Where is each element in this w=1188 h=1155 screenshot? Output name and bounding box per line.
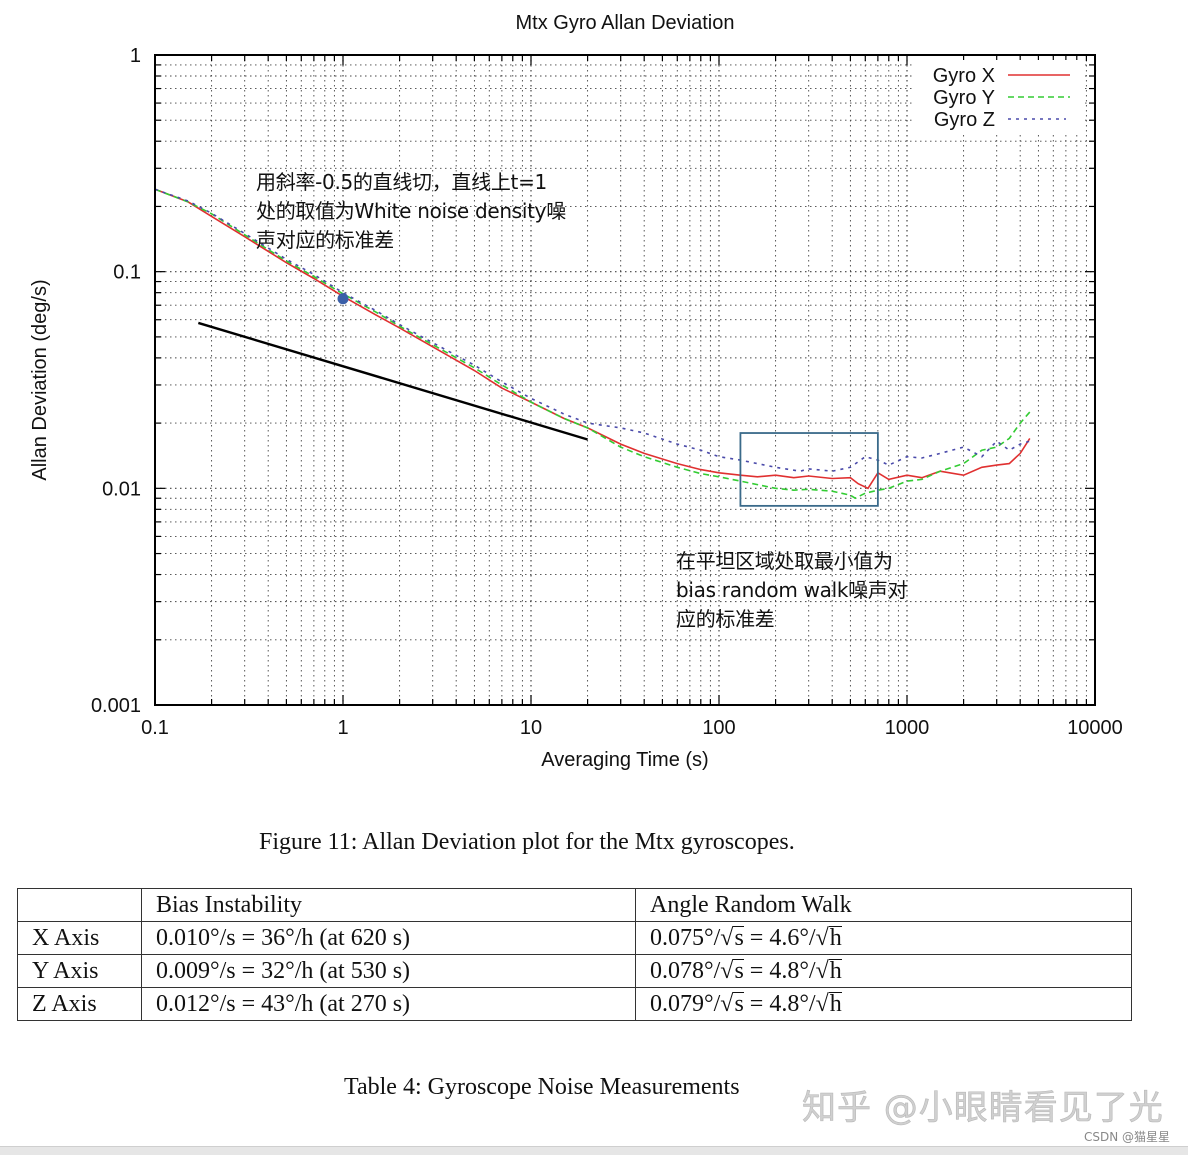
table-row: Y Axis 0.009°/s = 32°/h (at 530 s) 0.078… [17,954,1132,988]
sqrt-s: s [733,925,744,951]
arw-equals: = 4.8°/ [743,958,816,984]
chart-grid [155,55,1095,705]
x-axis-label: Averaging Time (s) [541,749,708,771]
legend-label-gyro-y: Gyro Y [933,87,995,109]
source-tag: CSDN @猫星星 [1083,1130,1170,1144]
x-tick-label: 1000 [885,717,930,739]
y-tick-label: 0.1 [113,262,141,284]
watermark: 知乎 @小眼睛看见了光 [802,1088,1164,1129]
flat-region-highlight-box [739,432,879,507]
sqrt-h: h [828,925,842,951]
tangent-line [197,321,588,441]
annotation-bias-instability: 在平坦区域处取最小值为 bias random walk噪声对 应的标准差 [676,549,908,631]
bias-cell: 0.009°/s = 32°/h (at 530 s) [141,954,636,988]
axis-tick-labels: 0.1 1 10 100 1000 10000 1 0.1 0.01 0.001 [91,45,1123,739]
y-tick-label: 1 [130,45,141,67]
plot-frame [154,54,1096,706]
sqrt-s: s [733,958,744,984]
axis-cell: Z Axis [17,987,142,1021]
sqrt-h: h [828,958,842,984]
table-row: Z Axis 0.012°/s = 43°/h (at 270 s) 0.079… [17,987,1132,1021]
table-header-row: Bias Instability Angle Random Walk [17,888,1132,922]
table-row: X Axis 0.010°/s = 36°/h (at 620 s) 0.075… [17,921,1132,955]
bottom-bar [0,1146,1188,1155]
legend-label-gyro-x: Gyro X [933,65,995,87]
x-tick-label: 10 [520,717,542,739]
x-tick-label: 100 [702,717,735,739]
tangent-point-marker [337,293,349,305]
arw-equals: = 4.6°/ [743,925,816,951]
table-caption: Table 4: Gyroscope Noise Measurements [344,1074,740,1100]
arw-value: 0.075°/ [650,925,721,951]
chart-legend: Gyro X Gyro Y Gyro Z [915,60,1085,132]
bias-cell: 0.012°/s = 43°/h (at 270 s) [141,987,636,1021]
y-tick-label: 0.001 [91,695,141,717]
y-axis-label: Allan Deviation (deg/s) [29,279,51,480]
legend-label-gyro-z: Gyro Z [934,109,995,131]
noise-measurements-table: Bias Instability Angle Random Walk X Axi… [17,888,1132,1021]
arw-cell: 0.078°/√s = 4.8°/√h [635,954,1132,988]
arw-value: 0.079°/ [650,991,721,1017]
axis-cell: Y Axis [17,954,142,988]
sqrt-s: s [733,991,744,1017]
chart-series [154,188,1031,500]
arw-cell: 0.079°/√s = 4.8°/√h [635,987,1132,1021]
y-tick-label: 0.01 [102,478,141,500]
table-header-angle-random-walk: Angle Random Walk [635,888,1132,922]
arw-cell: 0.075°/√s = 4.6°/√h [635,921,1132,955]
chart-title: Mtx Gyro Allan Deviation [516,12,735,34]
series-gyro-y [154,188,1031,500]
chart-overlays [197,293,879,507]
axis-cell: X Axis [17,921,142,955]
annotation-white-noise: 用斜率-0.5的直线切，直线上t=1 处的取值为White noise dens… [256,170,566,252]
bias-cell: 0.010°/s = 36°/h (at 620 s) [141,921,636,955]
x-tick-label: 10000 [1067,717,1123,739]
figure-caption: Figure 11: Allan Deviation plot for the … [259,829,795,855]
table-header-bias-instability: Bias Instability [141,888,636,922]
arw-value: 0.078°/ [650,958,721,984]
chart-ticks [155,55,1095,705]
table-header-empty [17,888,142,922]
arw-equals: = 4.8°/ [743,991,816,1017]
x-tick-label: 1 [337,717,348,739]
x-tick-label: 0.1 [141,717,169,739]
sqrt-h: h [828,991,842,1017]
allan-deviation-chart: Mtx Gyro Allan Deviation 0.1 1 10 100 1000 10… [29,12,1123,771]
